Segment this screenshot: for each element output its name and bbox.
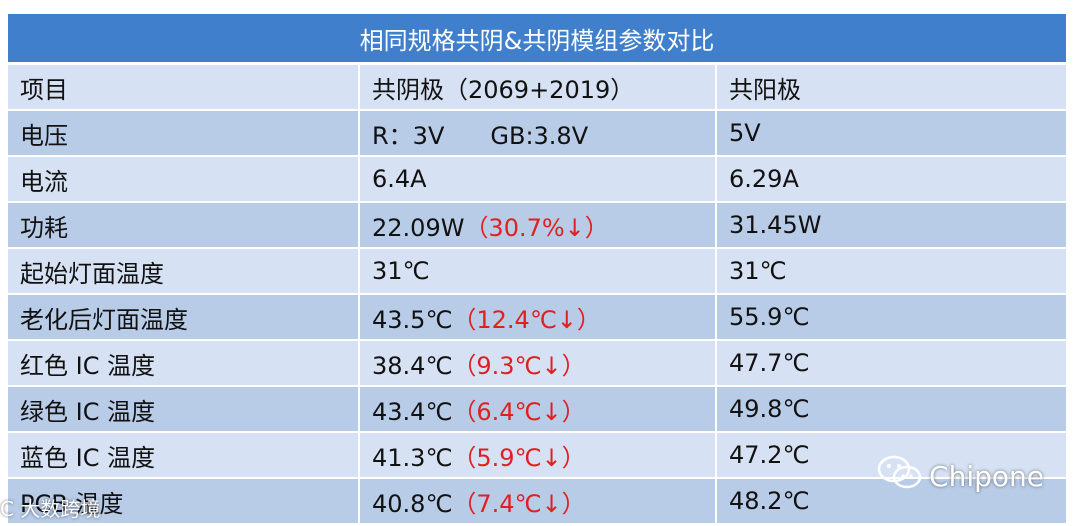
row-label: PCB 温度 — [6, 477, 360, 525]
wechat-icon — [877, 454, 929, 499]
cathode-number: 41.3℃ — [372, 443, 453, 472]
anode-value: 5V — [714, 109, 1069, 157]
table-row: 功耗 22.09W（30.7%↓） 31.45W — [6, 201, 1069, 249]
anode-value: 6.29A — [714, 155, 1069, 203]
header-item: 项目 — [6, 62, 360, 111]
row-label: 红色 IC 温度 — [6, 339, 360, 387]
comparison-table: 相同规格共阴&共阴模组参数对比 项目 共阴极（2069+2019） 共阳极 电压… — [5, 12, 1069, 525]
cathode-value: 6.4A — [358, 155, 717, 203]
anode-value: 31℃ — [714, 247, 1069, 295]
anode-value: 47.2℃ — [714, 431, 1069, 479]
table-title: 相同规格共阴&共阴模组参数对比 — [5, 12, 1069, 65]
reduction-note: （30.7%↓） — [464, 213, 609, 242]
cathode-r-voltage: R：3V — [372, 121, 445, 150]
reduction-note: （9.3℃↓） — [452, 351, 586, 380]
cathode-number: 40.8℃ — [372, 489, 453, 518]
table-row: 红色 IC 温度 38.4℃（9.3℃↓） 47.7℃ — [6, 339, 1069, 387]
header-common-cathode: 共阴极（2069+2019） — [358, 62, 717, 111]
title-row: 相同规格共阴&共阴模组参数对比 — [5, 12, 1069, 65]
anode-value: 48.2℃ — [714, 477, 1069, 525]
row-label: 绿色 IC 温度 — [6, 385, 360, 433]
cathode-number: 43.5℃ — [372, 305, 453, 334]
row-label: 老化后灯面温度 — [6, 293, 360, 341]
cathode-value: R：3V GB:3.8V — [358, 109, 717, 157]
cathode-gb-voltage: GB:3.8V — [490, 121, 589, 150]
reduction-note: （7.4℃↓） — [452, 489, 586, 518]
cathode-value: 43.4℃（6.4℃↓） — [358, 385, 717, 433]
cathode-value: 43.5℃（12.4℃↓） — [358, 293, 717, 341]
header-row: 项目 共阴极（2069+2019） 共阳极 — [6, 62, 1069, 111]
cathode-value: 38.4℃（9.3℃↓） — [358, 339, 717, 387]
anode-value: 31.45W — [714, 201, 1069, 249]
row-label: 电流 — [6, 155, 360, 203]
table-row: 电流 6.4A 6.29A — [6, 155, 1069, 203]
header-common-anode: 共阳极 — [714, 62, 1069, 111]
watermark-brand: Chipone — [929, 459, 1044, 493]
row-label: 蓝色 IC 温度 — [6, 431, 360, 479]
cathode-number: 22.09W — [372, 213, 465, 242]
cathode-number: 38.4℃ — [372, 351, 453, 380]
table-row: 绿色 IC 温度 43.4℃（6.4℃↓） 49.8℃ — [6, 385, 1069, 433]
anode-value: 55.9℃ — [714, 293, 1069, 341]
table-row: 起始灯面温度 31℃ 31℃ — [6, 247, 1069, 295]
table-row: 蓝色 IC 温度 41.3℃（5.9℃↓） 47.2℃ — [6, 431, 1069, 479]
row-label: 起始灯面温度 — [6, 247, 360, 295]
table-row: PCB 温度 40.8℃（7.4℃↓） 48.2℃ — [6, 477, 1069, 525]
row-label: 电压 — [6, 109, 360, 157]
reduction-note: （12.4℃↓） — [452, 305, 601, 334]
cathode-number: 43.4℃ — [372, 397, 453, 426]
cathode-value: 31℃ — [358, 247, 717, 295]
cathode-value: 41.3℃（5.9℃↓） — [358, 431, 717, 479]
chipone-watermark: Chipone — [877, 454, 1044, 499]
anode-value: 49.8℃ — [714, 385, 1069, 433]
cathode-value: 40.8℃（7.4℃↓） — [358, 477, 717, 525]
cathode-value: 22.09W（30.7%↓） — [358, 201, 717, 249]
anode-value: 47.7℃ — [714, 339, 1069, 387]
table-row: 电压 R：3V GB:3.8V 5V — [6, 109, 1069, 157]
row-label: 功耗 — [6, 201, 360, 249]
reduction-note: （5.9℃↓） — [452, 443, 586, 472]
source-watermark: C 大数跨境 — [0, 496, 101, 521]
reduction-note: （6.4℃↓） — [452, 397, 586, 426]
table-row: 老化后灯面温度 43.5℃（12.4℃↓） 55.9℃ — [6, 293, 1069, 341]
